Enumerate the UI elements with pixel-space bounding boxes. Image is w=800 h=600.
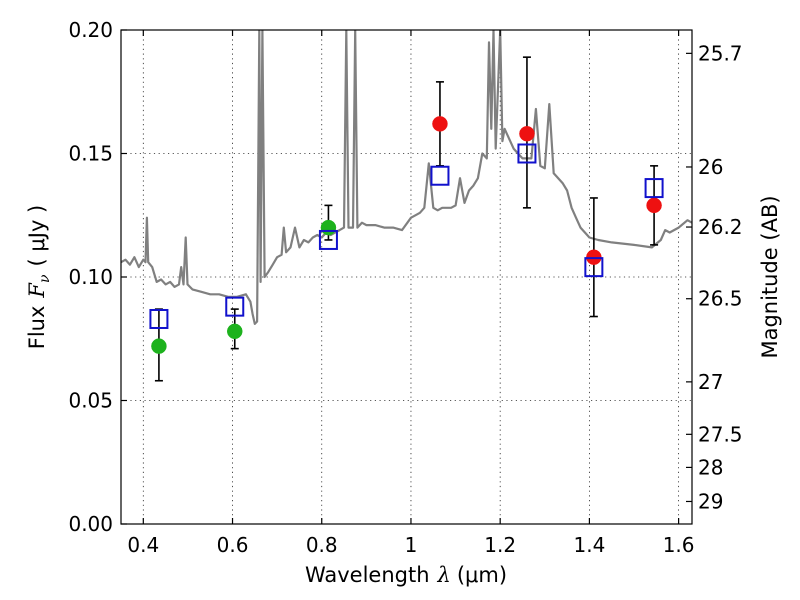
y2-tick-label: 29 xyxy=(698,489,723,513)
red-data-point xyxy=(432,116,448,132)
y2-tick-label: 25.7 xyxy=(698,41,743,65)
y-tick-label: 0.05 xyxy=(68,389,113,413)
grid xyxy=(121,29,692,525)
model-photometry-square xyxy=(225,296,245,317)
x-axis-title: Wavelength λ (μm) xyxy=(305,563,507,587)
tick-labels: 0.4 0.6 0.8 1 1.2 1.4 1.6 0.00 0.05 0.10 0.15 0.20 2… xyxy=(68,18,742,557)
x-tick-label: 0.4 xyxy=(127,533,159,557)
x-tick-label: 1.4 xyxy=(573,533,605,557)
model-spectrum-line xyxy=(121,30,692,325)
x-tick-label: 1 xyxy=(405,533,418,557)
model-photometry-square xyxy=(584,257,604,278)
axis-ticks xyxy=(121,29,692,525)
x-tick-label: 0.8 xyxy=(306,533,338,557)
y2-axis-title: Magnitude (AB) xyxy=(758,195,782,358)
green-data-point xyxy=(227,323,243,340)
y2-tick-label: 26.2 xyxy=(698,215,743,239)
model-photometry-square xyxy=(517,143,537,164)
y2-tick-label: 26.5 xyxy=(698,287,743,311)
y2-tick-label: 27 xyxy=(698,370,723,394)
model-photometry-square xyxy=(430,165,450,186)
green-data-point xyxy=(151,338,167,354)
data-points xyxy=(149,116,664,354)
y2-tick-label: 27.5 xyxy=(698,422,743,446)
model-photometry-square xyxy=(644,178,664,199)
y-tick-label: 0.00 xyxy=(68,512,113,536)
x-tick-label: 0.6 xyxy=(217,533,249,557)
y-axis-title: FluxFν( μJy ) xyxy=(25,205,53,349)
model-photometry-square xyxy=(149,308,169,329)
model-spectrum-layer xyxy=(121,30,692,325)
y-tick-label: 0.10 xyxy=(68,265,113,289)
y2-tick-label: 28 xyxy=(698,455,723,479)
x-tick-label: 1.6 xyxy=(663,533,695,557)
red-data-point xyxy=(646,197,662,214)
y-tick-label: 0.20 xyxy=(68,18,113,42)
model-photometry-square xyxy=(318,229,338,250)
y-tick-label: 0.15 xyxy=(68,142,113,166)
x-tick-label: 1.2 xyxy=(484,533,516,557)
y2-tick-label: 26 xyxy=(698,155,723,179)
red-data-point xyxy=(519,125,535,142)
green-data-point xyxy=(320,219,337,236)
